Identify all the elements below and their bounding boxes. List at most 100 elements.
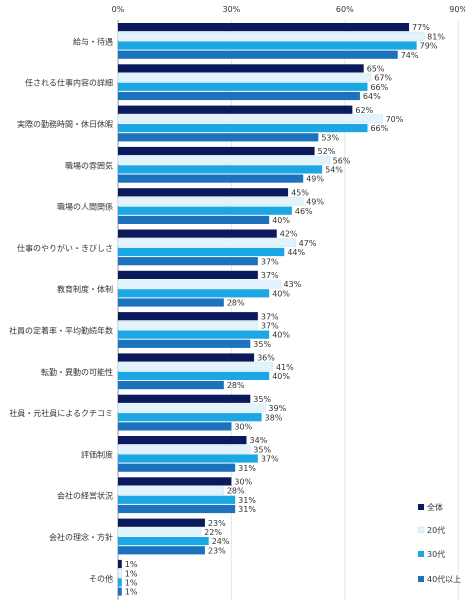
category-label: 給与・待遇 xyxy=(73,36,113,46)
value-label: 46% xyxy=(295,207,313,216)
bar-2-7 xyxy=(117,279,281,289)
bar-2-14 xyxy=(117,568,123,578)
category-label: その他 xyxy=(89,573,113,583)
bar-2-6 xyxy=(117,238,296,248)
value-label: 39% xyxy=(268,404,286,413)
value-label: 30% xyxy=(234,423,252,432)
value-label: 34% xyxy=(250,436,268,445)
value-label: 40% xyxy=(272,372,290,381)
category-label: 評価制度 xyxy=(81,449,113,459)
category-label: 職場の雰囲気 xyxy=(65,160,113,170)
bar-2-8 xyxy=(117,321,259,330)
value-label: 79% xyxy=(420,42,438,51)
value-label: 43% xyxy=(284,280,302,289)
bar-1-9 xyxy=(118,353,255,362)
value-label: 35% xyxy=(253,395,271,404)
bar-3-11 xyxy=(118,454,258,463)
category-label: 会社の理念・方針 xyxy=(49,532,113,542)
bar-2-4 xyxy=(117,155,330,165)
value-label: 28% xyxy=(227,487,245,496)
bar-3-10 xyxy=(118,413,262,422)
value-label: 40% xyxy=(272,331,290,340)
bar-3-7 xyxy=(118,289,270,298)
legend-label-2: 20代 xyxy=(427,525,445,535)
bar-1-13 xyxy=(118,518,205,527)
bar-4-3 xyxy=(118,133,319,142)
legend-label-3: 30代 xyxy=(427,549,445,559)
tick-label-30: 30% xyxy=(223,5,241,14)
value-label: 45% xyxy=(291,188,309,197)
value-label: 65% xyxy=(367,65,385,74)
value-label: 28% xyxy=(227,381,245,390)
bar-2-10 xyxy=(117,403,266,413)
value-labels: 77%81%79%74%65%67%66%64%62%70%66%53%52%5… xyxy=(125,23,446,597)
bar-3-1 xyxy=(118,41,417,50)
value-label: 66% xyxy=(370,124,388,133)
bar-4-6 xyxy=(118,257,258,266)
bar-2-5 xyxy=(117,197,304,206)
value-label: 44% xyxy=(287,248,305,257)
value-label: 54% xyxy=(325,166,343,175)
tick-label-0: 0% xyxy=(112,5,125,14)
bar-4-8 xyxy=(118,339,251,348)
bar-2-9 xyxy=(117,362,274,372)
value-label: 37% xyxy=(261,271,279,280)
legend-swatch-2 xyxy=(417,526,425,534)
value-label: 40% xyxy=(272,289,290,298)
category-label: 職場の人間関係 xyxy=(57,202,113,212)
legend: 全体 20代 30代 40代以上 xyxy=(417,502,461,584)
bar-4-4 xyxy=(118,174,304,183)
value-label: 40% xyxy=(272,216,290,225)
legend-swatch-4 xyxy=(418,576,424,582)
bar-1-2 xyxy=(118,64,364,73)
bar-3-4 xyxy=(118,165,323,174)
bar-4-7 xyxy=(118,298,224,307)
bar-1-8 xyxy=(118,312,258,321)
bar-4-1 xyxy=(118,50,398,59)
legend-label-1: 全体 xyxy=(427,502,443,512)
value-label: 49% xyxy=(306,198,324,207)
value-label: 66% xyxy=(370,83,388,92)
value-label: 56% xyxy=(333,156,351,165)
value-label: 1% xyxy=(125,588,138,597)
bar-1-11 xyxy=(118,436,247,445)
value-label: 49% xyxy=(306,175,324,184)
value-label: 1% xyxy=(125,579,138,588)
bar-1-10 xyxy=(118,394,251,403)
category-label: 教育制度・体制 xyxy=(57,284,113,294)
category-label: 仕事のやりがい・きびしさ xyxy=(17,243,113,253)
value-label: 23% xyxy=(208,546,226,555)
tick-label-60: 60% xyxy=(336,5,354,14)
value-label: 67% xyxy=(374,74,392,83)
value-label: 42% xyxy=(280,230,298,239)
value-label: 35% xyxy=(253,445,271,454)
bar-1-7 xyxy=(118,270,258,279)
bar-1-1 xyxy=(118,23,410,32)
category-label: 社員・元社員によるクチコミ xyxy=(9,408,113,418)
value-label: 1% xyxy=(125,569,138,578)
bar-2-13 xyxy=(117,527,202,537)
tick-label-90: 90% xyxy=(449,5,465,14)
bar-4-13 xyxy=(118,546,205,555)
legend-swatch-1 xyxy=(418,504,424,510)
bar-4-11 xyxy=(118,463,236,472)
value-label: 1% xyxy=(125,560,138,569)
bars xyxy=(117,23,425,596)
bar-4-14 xyxy=(118,587,122,596)
x-axis-ticks: 0% 30% 60% 90% xyxy=(112,5,465,14)
bar-1-5 xyxy=(118,188,289,197)
bar-1-6 xyxy=(118,229,277,238)
bar-2-11 xyxy=(117,444,251,454)
value-label: 53% xyxy=(321,133,339,142)
value-label: 47% xyxy=(299,239,317,248)
bar-3-13 xyxy=(118,537,209,546)
value-label: 35% xyxy=(253,340,271,349)
bar-3-8 xyxy=(118,330,270,339)
value-label: 37% xyxy=(261,322,279,331)
bar-3-9 xyxy=(118,371,270,380)
bar-3-2 xyxy=(118,82,368,91)
value-label: 23% xyxy=(208,519,226,528)
bar-3-14 xyxy=(118,578,122,587)
bar-4-2 xyxy=(118,91,360,101)
